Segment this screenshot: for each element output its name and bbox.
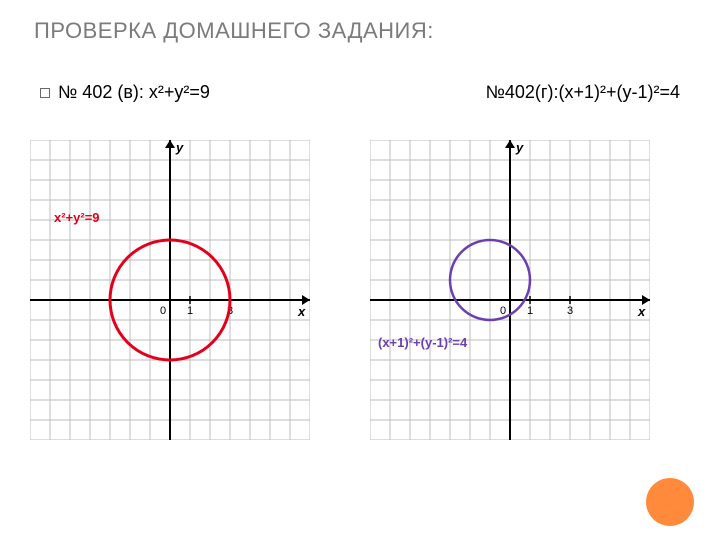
svg-text:3: 3 (567, 305, 573, 317)
bullet-icon (40, 88, 50, 98)
svg-text:1: 1 (187, 305, 193, 317)
svg-text:0: 0 (160, 305, 166, 317)
svg-text:y: y (515, 140, 524, 155)
page-title: ПРОВЕРКА ДОМАШНЕГО ЗАДАНИЯ: (34, 18, 434, 44)
svg-text:1: 1 (527, 305, 533, 317)
svg-text:x: x (297, 304, 306, 319)
svg-text:y: y (175, 140, 184, 155)
chart-right-svg: 0 1 3 x y (370, 140, 650, 440)
problem-left: № 402 (в): х²+у²=9 (40, 82, 210, 103)
problem-left-text: № 402 (в): х²+у²=9 (58, 82, 210, 103)
chart-left-svg: 013xy (30, 140, 310, 440)
chart-right: 0 1 3 x y (x+1)²+(y-1)²=4 (370, 140, 650, 440)
accent-dot-icon (646, 478, 694, 526)
chart-right-equation-label: (x+1)²+(y-1)²=4 (378, 335, 467, 350)
problems-row: № 402 (в): х²+у²=9 №402(г):(х+1)²+(у-1)²… (40, 82, 680, 103)
svg-text:x: x (637, 304, 646, 319)
chart-left-equation-label: x²+y²=9 (54, 210, 100, 225)
svg-text:0: 0 (500, 305, 506, 317)
problem-right-text: №402(г):(х+1)²+(у-1)²=4 (486, 82, 680, 103)
chart-left: 013xy x²+y²=9 (30, 140, 310, 440)
